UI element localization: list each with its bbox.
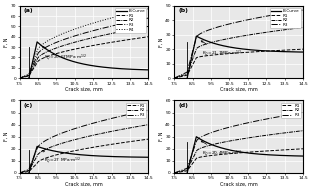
Legend: R1, R2, R3: R1, R2, R3	[126, 103, 146, 118]
Y-axis label: F, N: F, N	[4, 37, 9, 47]
Y-axis label: F, N: F, N	[159, 37, 164, 47]
Legend: B-Curve, R1, R2, R3, R4: B-Curve, R1, R2, R3, R4	[115, 8, 146, 33]
X-axis label: Crack size, mm: Crack size, mm	[65, 182, 103, 187]
Text: K$_Q$=21.1MPa·m$^{1/2}$: K$_Q$=21.1MPa·m$^{1/2}$	[201, 41, 242, 59]
Text: (d): (d)	[178, 103, 188, 108]
X-axis label: Crack size, mm: Crack size, mm	[220, 87, 257, 92]
Text: K$_Q$=20.4MPa·m$^{1/2}$: K$_Q$=20.4MPa·m$^{1/2}$	[201, 141, 242, 159]
X-axis label: Crack size, mm: Crack size, mm	[65, 87, 103, 92]
Y-axis label: F, N: F, N	[4, 132, 9, 142]
Legend: R1, R2, R3: R1, R2, R3	[281, 103, 301, 118]
Y-axis label: F, N: F, N	[159, 132, 164, 142]
Text: K$_Q$=20.67MPa·m$^{1/2}$: K$_Q$=20.67MPa·m$^{1/2}$	[42, 47, 86, 62]
Text: (a): (a)	[23, 8, 33, 13]
X-axis label: Crack size, mm: Crack size, mm	[220, 182, 257, 187]
Text: (c): (c)	[23, 103, 33, 108]
Text: K$_Q$=27 MPa·m$^{1/2}$: K$_Q$=27 MPa·m$^{1/2}$	[42, 151, 81, 166]
Text: (b): (b)	[178, 8, 188, 13]
Legend: B-Curve, R1, R2, R3: B-Curve, R1, R2, R3	[270, 8, 301, 28]
